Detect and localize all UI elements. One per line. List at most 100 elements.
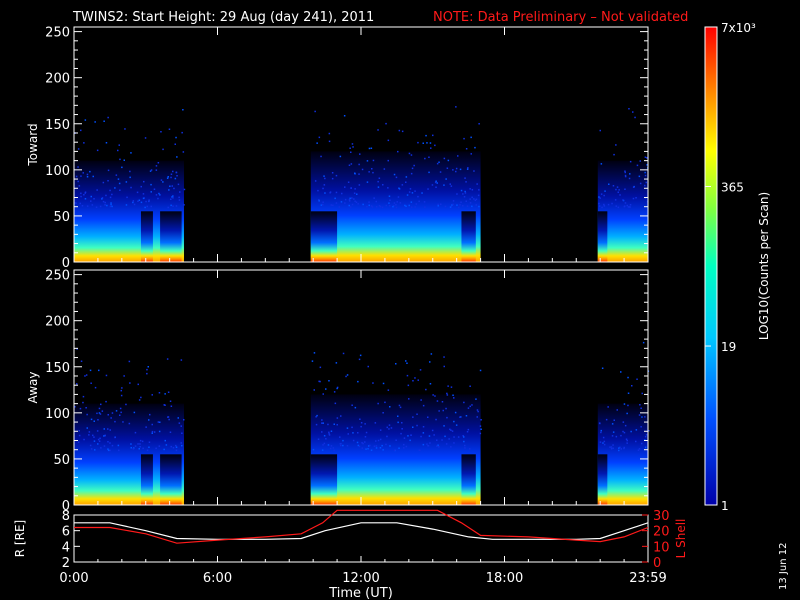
spectrogram-speckle	[364, 441, 366, 443]
spectrogram-speckle	[476, 409, 479, 411]
spectrogram-speckle	[442, 409, 444, 412]
spectrogram-speckle	[446, 416, 448, 419]
spectrogram-speckle	[441, 401, 444, 403]
spectrogram-speckle	[452, 203, 454, 206]
spectrogram-speckle	[104, 204, 106, 206]
spectrogram-speckle	[149, 413, 151, 416]
spectrogram-speckle	[79, 407, 82, 410]
spectrogram-speckle	[109, 429, 111, 431]
spectrogram-speckle	[318, 380, 320, 383]
panel-ylabel: Toward	[26, 123, 40, 166]
spectrogram-speckle	[114, 436, 116, 439]
spectrogram-speckle	[76, 348, 78, 350]
spectrogram-speckle	[95, 206, 98, 208]
spectrogram-speckle	[387, 139, 390, 142]
spectrogram-speckle	[132, 448, 135, 450]
spectrogram-speckle	[473, 170, 475, 172]
spectrogram-speckle	[449, 183, 451, 185]
spectrogram-speckle	[629, 204, 632, 206]
spectrogram-speckle	[443, 356, 445, 358]
spectrogram-speckle	[424, 206, 426, 208]
spectrogram-speckle	[75, 175, 78, 178]
spectrogram-speckle	[134, 431, 137, 434]
spectrogram-speckle	[167, 391, 170, 393]
spectrogram-speckle	[316, 142, 318, 144]
spectrogram-speckle	[323, 442, 326, 445]
spectrogram-speckle	[382, 382, 385, 385]
spectrogram-speckle	[333, 391, 336, 393]
spectrogram-speckle	[406, 362, 408, 364]
spectrogram-speckle	[360, 425, 362, 428]
spectrogram-speckle	[436, 162, 439, 165]
spectrogram-hot-streak	[310, 211, 338, 262]
spectrogram-speckle	[110, 202, 112, 204]
spectrogram-speckle	[639, 160, 641, 162]
spectrogram-speckle	[144, 206, 146, 209]
spectrogram-speckle	[401, 428, 403, 430]
spectrogram-speckle	[387, 159, 389, 162]
spectrogram-speckle	[149, 170, 152, 172]
spectrogram-speckle	[110, 203, 112, 206]
spectrogram-hot-streak	[160, 211, 182, 262]
spectrogram-speckle	[119, 158, 121, 161]
spectrogram-speckle	[121, 387, 123, 389]
spectrogram-speckle	[624, 171, 626, 174]
spectrogram-speckle	[323, 184, 326, 186]
spectrogram-speckle	[449, 206, 452, 208]
spectrogram-speckle	[370, 147, 373, 149]
spectrogram-speckle	[93, 420, 95, 422]
spectrogram-speckle	[162, 148, 164, 151]
spectrogram-speckle	[450, 429, 452, 431]
spectrogram-speckle	[463, 401, 465, 404]
spectrogram-speckle	[443, 184, 445, 186]
spectrogram-speckle	[407, 384, 410, 387]
spectrogram-speckle	[644, 184, 646, 187]
spectrogram-speckle	[348, 204, 350, 207]
spectrogram-speckle	[455, 424, 458, 426]
spectrogram-speckle	[138, 199, 141, 201]
spectrogram-speckle	[311, 360, 314, 362]
spectrogram-speckle	[405, 176, 408, 178]
spectrogram-speckle	[183, 188, 186, 191]
spectrogram-speckle	[96, 430, 99, 432]
spectrogram-speckle	[344, 186, 346, 188]
spectrogram-speckle	[354, 200, 356, 202]
orbit-ylabel-right: L Shell	[674, 519, 688, 559]
spectrogram-speckle	[80, 195, 82, 198]
spectrogram-speckle	[312, 448, 315, 451]
spectrogram-speckle	[313, 352, 316, 354]
spectrogram-speckle	[602, 442, 604, 444]
spectrogram-speckle	[622, 199, 624, 201]
spectrogram-speckle	[427, 445, 430, 447]
spectrogram-speckle	[109, 196, 112, 199]
spectrogram-speckle	[412, 426, 414, 428]
spectrogram-speckle	[616, 409, 618, 411]
spectrogram-speckle	[447, 159, 450, 162]
spectrogram-speckle	[132, 201, 134, 204]
spectrogram-speckle	[410, 434, 412, 436]
spectrogram-speckle	[405, 181, 407, 183]
panel-ylabel: Away	[26, 372, 40, 404]
spectrogram-speckle	[107, 414, 109, 416]
spectrogram-speckle	[327, 423, 329, 426]
spectrogram-speckle	[321, 422, 323, 424]
spectrogram-speckle	[170, 198, 172, 200]
spectrogram-speckle	[641, 392, 643, 395]
spectrogram-speckle	[175, 449, 178, 452]
spectrogram-speckle	[629, 173, 631, 175]
spectrogram-speckle	[372, 171, 374, 174]
spectrogram-speckle	[328, 380, 330, 382]
y-right-tick-label: 10	[653, 540, 670, 555]
spectrogram-speckle	[159, 194, 161, 196]
spectrogram-speckle	[359, 153, 361, 155]
spectrogram-hot-streak	[140, 454, 153, 505]
spectrogram-speckle	[83, 438, 85, 441]
spectrogram-speckle	[148, 199, 150, 201]
spectrogram-speckle	[430, 147, 432, 149]
spectrogram-speckle	[401, 130, 404, 133]
spectrogram-speckle	[160, 179, 163, 181]
spectrogram-speckle	[412, 380, 414, 382]
spectrogram-speckle	[641, 442, 643, 445]
spectrogram-speckle	[343, 115, 346, 117]
